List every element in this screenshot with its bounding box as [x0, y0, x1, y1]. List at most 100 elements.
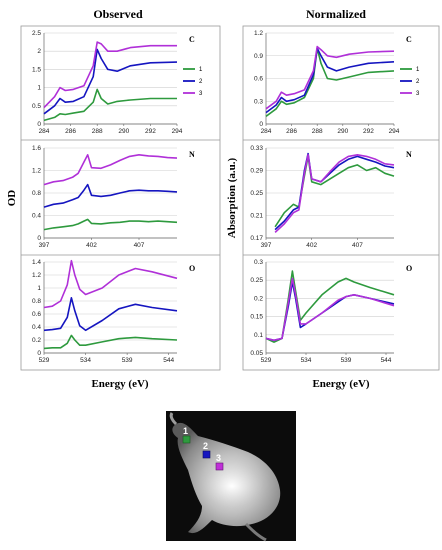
y-tick-label: 0.8	[32, 190, 41, 197]
x-title-left: Energy (eV)	[91, 378, 148, 390]
y-tick-label: 0.15	[250, 314, 263, 321]
panel-normalized-o: 0.05 0.1 0.15 0.2 0.25 0.3 529 534 539 544 O	[250, 259, 412, 364]
x-tick-label: 397	[39, 242, 50, 249]
y-tick-label: 0.4	[32, 324, 41, 331]
x-tick-label: 286	[286, 128, 297, 135]
cell-process-2	[169, 412, 178, 426]
x-tick-label: 539	[122, 357, 133, 364]
y-tick-label: 0.17	[250, 235, 263, 242]
series-line-1	[43, 88, 177, 122]
series-line-1	[43, 218, 178, 231]
x-tick-label: 544	[163, 357, 174, 364]
y-tick-label: 0	[37, 235, 41, 242]
y-tick-label: 1.6	[32, 145, 41, 152]
marker-2	[202, 450, 211, 459]
x-title-right: Energy (eV)	[312, 378, 369, 390]
marker-3	[215, 462, 224, 471]
y-tick-label: 1	[37, 85, 41, 92]
x-tick-label: 294	[172, 128, 183, 135]
x-tick-label: 286	[65, 128, 76, 135]
x-tick-label: 529	[261, 357, 272, 364]
y-tick-label: 0.9	[254, 53, 263, 60]
x-tick-label: 407	[352, 242, 363, 249]
y-tick-label: 0.2	[254, 295, 263, 302]
col-title-normalized: Normalized	[306, 7, 366, 21]
y-tick-label: 0.5	[32, 103, 41, 110]
panel-observed-c: 0 0.5 1 1.5 2 2.5 284 286 288 290 292 294 C 1 2 3	[32, 30, 203, 135]
cell-micrograph: 1 2 3	[166, 411, 296, 542]
x-tick-label: 284	[39, 128, 50, 135]
panel-normalized-c: 0 0.3 0.6 0.9 1.2 284 286 288 290 292 294 C 1 2 3	[254, 30, 420, 135]
series-line-1	[43, 334, 178, 350]
y-tick-label: 0.1	[254, 332, 263, 339]
series-line-2	[43, 48, 178, 115]
y-tick-label: 1.5	[32, 66, 41, 73]
series-line-3	[43, 259, 178, 309]
x-tick-label: 290	[118, 128, 129, 135]
legend-label-3: 3	[416, 91, 420, 97]
y-tick-label: 0.2	[32, 337, 41, 344]
series-line-1	[274, 155, 395, 228]
y-tick-label: 0	[37, 350, 41, 357]
panel-normalized-n: 0.17 0.21 0.25 0.29 0.33 397 402 407 N	[250, 145, 412, 249]
series-line-2	[265, 281, 395, 342]
cell-nucleus-glow	[202, 464, 262, 508]
x-tick-label: 292	[145, 128, 156, 135]
x-tick-label: 292	[363, 128, 374, 135]
element-label: O	[189, 264, 195, 273]
series-line-3	[43, 154, 178, 186]
x-tick-label: 288	[312, 128, 323, 135]
y-tick-label: 0.21	[250, 213, 263, 220]
legend-label-1: 1	[416, 67, 420, 73]
y-tick-label: 0	[259, 121, 263, 128]
legend-label-3: 3	[199, 91, 203, 97]
y-tick-label: 1.2	[32, 168, 41, 175]
element-label: O	[406, 264, 412, 273]
element-label: C	[189, 35, 195, 44]
left-frame	[20, 25, 221, 371]
y-tick-label: 2.5	[32, 30, 41, 37]
y-tick-label: 0.6	[32, 311, 41, 318]
marker-1-label: 1	[183, 426, 188, 436]
x-tick-label: 402	[86, 242, 97, 249]
series-line-2	[274, 152, 395, 231]
x-tick-label: 534	[80, 357, 91, 364]
y-tick-label: 0.3	[254, 259, 263, 266]
y-tick-label: 0.33	[250, 145, 263, 152]
x-tick-label: 402	[306, 242, 317, 249]
series-line-1	[265, 47, 395, 118]
series-line-3	[265, 45, 395, 110]
y-tick-label: 0.25	[250, 190, 263, 197]
y-tick-label: 0	[37, 121, 41, 128]
y-tick-label: 1.4	[32, 259, 41, 266]
x-tick-label: 529	[39, 357, 50, 364]
series-line-3	[265, 277, 395, 342]
element-label: N	[406, 150, 412, 159]
legend-label-1: 1	[199, 67, 203, 73]
x-tick-label: 544	[381, 357, 392, 364]
legend-label-2: 2	[416, 79, 420, 85]
y-tick-label: 0.6	[254, 76, 263, 83]
panel-observed-n: 0 0.4 0.8 1.2 1.6 397 402 407 N	[32, 145, 195, 249]
y-tick-label: 0.05	[250, 350, 263, 357]
x-tick-label: 539	[341, 357, 352, 364]
element-label: N	[189, 150, 195, 159]
series-line-2	[43, 183, 178, 208]
y-tick-label: 2	[37, 48, 41, 55]
y-tick-label: 0.25	[250, 277, 263, 284]
y-tick-label: 0.8	[32, 298, 41, 305]
marker-3-label: 3	[216, 453, 221, 463]
marker-1	[182, 435, 191, 444]
y-tick-label: 0.29	[250, 168, 263, 175]
x-tick-label: 397	[261, 242, 272, 249]
series-line-2	[43, 296, 178, 332]
marker-2-label: 2	[203, 441, 208, 451]
x-tick-label: 290	[337, 128, 348, 135]
y-title-left: OD	[6, 190, 18, 207]
y-tick-label: 1	[37, 285, 41, 292]
y-tick-label: 1.2	[32, 272, 41, 279]
series-line-3	[274, 154, 395, 233]
right-frame	[242, 25, 440, 371]
x-tick-label: 534	[301, 357, 312, 364]
